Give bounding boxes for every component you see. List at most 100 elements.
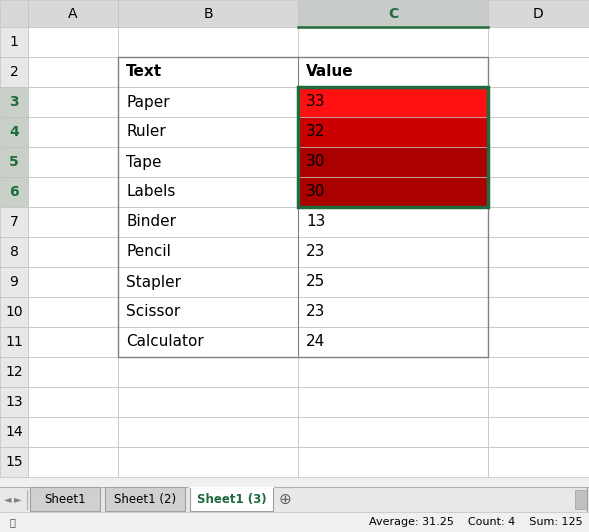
Bar	[0, 237, 28, 267]
Bar	[190, 487, 273, 511]
Bar	[28, 0, 118, 27]
Bar	[118, 57, 298, 87]
Bar	[28, 327, 118, 357]
Bar	[298, 297, 488, 327]
Bar	[28, 297, 118, 327]
Text: ►: ►	[14, 495, 22, 504]
Text: ⊕: ⊕	[279, 492, 292, 507]
Bar	[118, 0, 298, 27]
Text: 23: 23	[306, 245, 325, 260]
Bar	[0, 57, 28, 87]
Bar	[488, 267, 589, 297]
Bar	[298, 417, 488, 447]
Bar	[0, 387, 28, 417]
Bar	[28, 207, 118, 237]
Bar	[0, 327, 28, 357]
Bar	[0, 147, 28, 177]
Text: Tape: Tape	[126, 154, 161, 170]
Text: 14: 14	[5, 425, 23, 439]
Text: 6: 6	[9, 185, 19, 199]
Bar	[488, 87, 589, 117]
Bar	[298, 87, 488, 117]
Text: Average: 31.25    Count: 4    Sum: 125: Average: 31.25 Count: 4 Sum: 125	[369, 517, 583, 527]
Bar	[488, 357, 589, 387]
Bar	[298, 177, 488, 207]
Bar	[298, 327, 488, 357]
Text: Ruler: Ruler	[126, 124, 166, 139]
Bar	[118, 297, 298, 327]
Text: 13: 13	[306, 214, 325, 229]
Text: B: B	[203, 6, 213, 21]
Bar	[298, 237, 488, 267]
Text: 32: 32	[306, 124, 325, 139]
Bar	[0, 0, 28, 27]
Bar	[298, 357, 488, 387]
Bar	[118, 267, 298, 297]
Text: 15: 15	[5, 455, 23, 469]
Text: D: D	[533, 6, 544, 21]
Bar	[298, 387, 488, 417]
Text: 5: 5	[9, 155, 19, 169]
Text: 25: 25	[306, 275, 325, 289]
Bar	[488, 417, 589, 447]
Text: 9: 9	[9, 275, 18, 289]
Bar	[118, 147, 298, 177]
Bar	[28, 237, 118, 267]
Text: Value: Value	[306, 64, 353, 79]
Bar	[298, 0, 488, 27]
Bar	[298, 57, 488, 87]
Bar	[0, 297, 28, 327]
Bar	[298, 87, 488, 207]
Bar	[298, 447, 488, 477]
Bar	[30, 487, 100, 511]
Text: Scissor: Scissor	[126, 304, 180, 320]
Bar	[28, 147, 118, 177]
Bar	[0, 87, 28, 117]
Text: Binder: Binder	[126, 214, 176, 229]
Bar	[298, 267, 488, 297]
Bar	[118, 117, 298, 147]
Text: 8: 8	[9, 245, 18, 259]
Bar	[488, 387, 589, 417]
Text: 7: 7	[9, 215, 18, 229]
Text: C: C	[388, 6, 398, 21]
Bar	[118, 27, 298, 57]
Bar	[28, 117, 118, 147]
Bar	[118, 357, 298, 387]
Text: Pencil: Pencil	[126, 245, 171, 260]
Bar	[298, 117, 488, 147]
Text: 33: 33	[306, 95, 326, 110]
Bar	[118, 447, 298, 477]
Bar	[118, 87, 298, 117]
Text: 4: 4	[9, 125, 19, 139]
Bar	[118, 387, 298, 417]
Bar	[0, 117, 28, 147]
Bar	[118, 417, 298, 447]
Bar	[28, 267, 118, 297]
Text: 3: 3	[9, 95, 19, 109]
Text: 13: 13	[5, 395, 23, 409]
Bar	[488, 117, 589, 147]
Bar	[28, 447, 118, 477]
Bar	[28, 177, 118, 207]
Bar	[0, 357, 28, 387]
Bar	[0, 267, 28, 297]
Text: Labels: Labels	[126, 185, 176, 200]
Text: 2: 2	[9, 65, 18, 79]
Bar	[28, 417, 118, 447]
Bar	[28, 357, 118, 387]
Text: 10: 10	[5, 305, 23, 319]
Text: 23: 23	[306, 304, 325, 320]
Bar	[488, 177, 589, 207]
Text: 12: 12	[5, 365, 23, 379]
Bar	[0, 27, 28, 57]
Bar	[0, 207, 28, 237]
Text: A: A	[68, 6, 78, 21]
Bar	[488, 57, 589, 87]
Text: 30: 30	[306, 154, 325, 170]
Bar	[0, 417, 28, 447]
Bar	[488, 147, 589, 177]
Bar	[575, 490, 587, 509]
Bar	[118, 177, 298, 207]
Bar	[0, 447, 28, 477]
